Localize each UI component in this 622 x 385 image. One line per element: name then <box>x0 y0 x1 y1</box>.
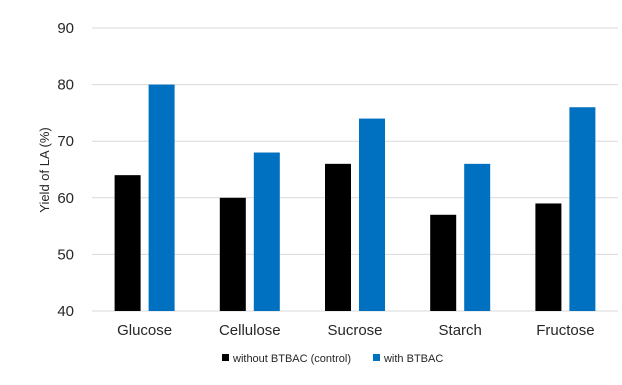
x-tick-label: Glucose <box>117 322 172 339</box>
x-axis-tick-labels: Glucose Cellulose Sucrose Starch Fructose <box>117 322 594 339</box>
bar-btbac-fructose <box>569 107 596 312</box>
legend-swatch <box>372 354 380 361</box>
bar-btbac-glucose <box>148 84 175 311</box>
bar-btbac-cellulose <box>253 152 280 311</box>
y-tick-label: 90 <box>57 20 74 37</box>
bar-control-glucose <box>114 175 141 311</box>
y-tick-label: 40 <box>57 303 74 320</box>
legend-label: with BTBAC <box>383 353 443 365</box>
bar-control-sucrose <box>325 163 351 311</box>
bar-control-starch <box>430 214 457 311</box>
y-tick-label: 60 <box>57 190 74 207</box>
y-axis-tick-labels: 40 50 60 70 80 90 <box>57 20 74 320</box>
bar-control-fructose <box>535 203 562 311</box>
legend: without BTBAC (control) with BTBAC <box>222 353 443 365</box>
y-tick-label: 50 <box>57 246 74 263</box>
x-tick-label: Sucrose <box>327 322 382 339</box>
bar-control-cellulose <box>219 197 246 311</box>
y-tick-label: 80 <box>57 77 74 94</box>
legend-label: without BTBAC (control) <box>232 353 351 365</box>
legend-swatch <box>222 354 229 361</box>
x-tick-label: Starch <box>439 322 482 339</box>
x-tick-label: Fructose <box>536 322 594 339</box>
gridlines <box>92 27 618 312</box>
y-tick-label: 70 <box>57 133 74 150</box>
y-axis-label: Yield of LA (%) <box>37 127 52 213</box>
bar-btbac-starch <box>464 163 491 311</box>
bar-btbac-sucrose <box>359 118 385 311</box>
x-tick-label: Cellulose <box>219 322 281 339</box>
bars <box>114 84 596 312</box>
